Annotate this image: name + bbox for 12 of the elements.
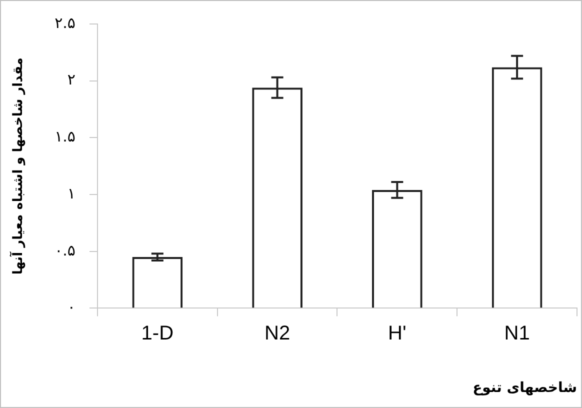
y-tick-label: ۰ — [67, 298, 76, 316]
y-tick-label: ۱.۵ — [54, 128, 76, 146]
x-tick-label: 1-D — [141, 322, 174, 345]
y-tick-label: ۲ — [67, 70, 76, 89]
x-tick-label: H' — [388, 322, 406, 345]
y-tick-label: ۱ — [67, 184, 76, 202]
y-tick-label: ۲.۵ — [54, 14, 76, 32]
x-tick-label: N1 — [504, 322, 530, 345]
x-tick-label: N2 — [264, 322, 290, 345]
x-axis-title: شاخصهای تنوع — [472, 380, 577, 396]
y-axis-title: مقدار شاخصها و اشتباه معیار آنها — [9, 58, 26, 275]
y-tick-label: ۰.۵ — [54, 241, 76, 260]
